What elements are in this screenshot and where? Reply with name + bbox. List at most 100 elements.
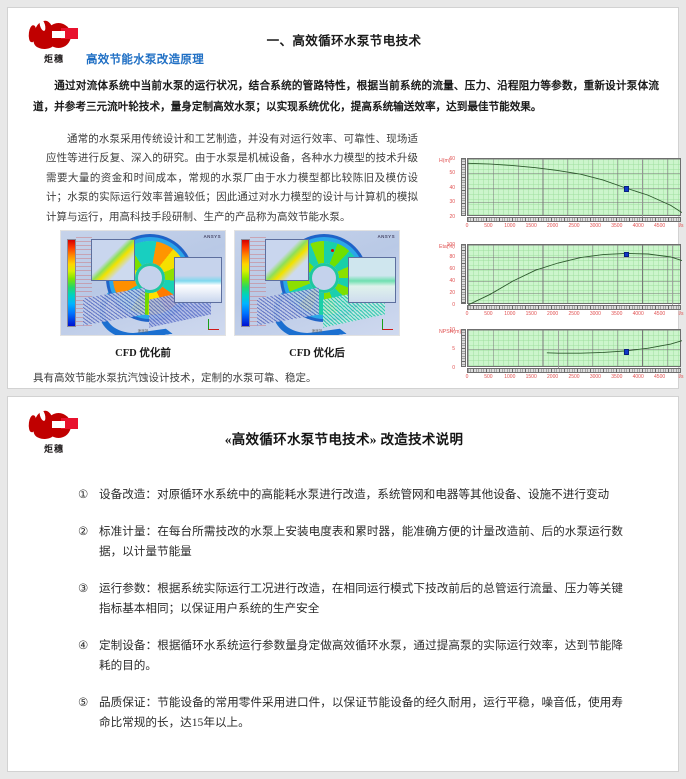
chart-x-tick: 3000 [589, 223, 601, 229]
list-item: ⑤ 品质保证：节能设备的常用零件采用进口件，以保证节能设备的经久耐用，运行平稳，噪… [78, 693, 623, 733]
chart-x-tick: 1000 [504, 374, 516, 380]
chart-y-tick: 10 [449, 326, 455, 333]
chart-npsh-curve: NPSH(m) 10 5 0 0 500 1000 1500 2000 2500 3000 3500 4… [439, 326, 684, 381]
logo-label: 炬穗 [43, 54, 64, 64]
chart-y-tick: 0 [452, 301, 455, 308]
list-item-marker: ⑤ [78, 695, 89, 709]
chart-x-tick: 4000 [632, 311, 644, 317]
chart-y-tick: 60 [449, 155, 455, 162]
chart-x-tick: 2500 [568, 223, 580, 229]
chart-x-tick: 500 [484, 374, 493, 380]
chart-x-tick: 1000 [504, 223, 516, 229]
chart-curve [546, 340, 682, 354]
chart-x-tick: l/s [678, 223, 684, 229]
chart-x-tick: 0 [465, 223, 469, 229]
bar-shape-icon [61, 418, 78, 429]
cfd-image-footer: 速度场 [137, 329, 149, 333]
chart-y-tick: 60 [449, 265, 455, 272]
retrofit-item-list: ① 设备改造：对原循环水系统中的高能耗水泵进行改造，系统管网和电器等其他设备、设施… [78, 485, 623, 749]
list-item-marker: ④ [78, 638, 89, 652]
chart-y-tick: 20 [449, 289, 455, 296]
chart-marker-line [672, 245, 674, 305]
ansys-watermark: ANSYS [203, 234, 221, 239]
list-item-marker: ② [78, 524, 89, 538]
chart-x-tick: l/s [678, 311, 684, 317]
cfd-caption-after: CFD 优化后 [289, 348, 345, 359]
chart-operating-point [623, 251, 630, 258]
chart-x-tick: 1500 [525, 374, 537, 380]
colorbar-icon [241, 239, 250, 327]
chart-x-tick: l/s [678, 374, 684, 380]
chart-x-tick: 0 [465, 374, 469, 380]
chart-y-tick: 80 [449, 253, 455, 260]
chart-major-grid [468, 330, 680, 366]
notch-shape-icon [52, 31, 65, 38]
chart-major-grid [468, 245, 680, 303]
bar-shape-icon [61, 28, 78, 39]
chart-x-tick: 1500 [525, 311, 537, 317]
chart-y-tick: 0 [452, 364, 455, 371]
company-logo: 炬穗 [26, 19, 82, 67]
list-item: ④ 定制设备：根据循环水系统运行参数量身定做高效循环水泵，通过提高泵的实际运行效率… [78, 636, 623, 676]
list-item-marker: ③ [78, 581, 89, 595]
chart-operating-point [623, 349, 630, 355]
chart-x-tick: 2000 [547, 223, 559, 229]
axis-triad-icon [382, 319, 393, 330]
chart-x-tick: 1500 [525, 223, 537, 229]
chart-curve [468, 252, 682, 305]
chart-x-tick: 3500 [611, 374, 623, 380]
list-item-text: 设备改造：对原循环水系统中的高能耗水泵进行改造，系统管网和电器等其他设备、设施不… [99, 488, 610, 501]
chart-x-tick: 3000 [589, 311, 601, 317]
chart-plot-area [467, 244, 682, 305]
chart-efficiency-curve: Eta(%) 100 80 60 40 20 0 0 500 1000 1500 2000 2500 30… [439, 241, 684, 318]
chart-head-curve: H(m) 60 50 40 30 20 0 500 1000 1500 2000 2500 3000 35… [439, 155, 684, 230]
chart-plot-area [467, 158, 682, 217]
chart-x-tick: 3500 [611, 223, 623, 229]
detail-inset-b [174, 257, 222, 303]
chart-y-axis-label: Eta(%) [439, 244, 455, 250]
list-item: ② 标准计量：在每台所需技改的水泵上安装电度表和累时器，能准确方便的计量改造前、后… [78, 522, 623, 562]
chart-x-tick: 1000 [504, 311, 516, 317]
cfd-image-footer: 速度场 [311, 329, 323, 333]
list-item-text: 定制设备：根据循环水系统运行参数量身定做高效循环水泵，通过提高泵的实际运行效率，… [99, 638, 623, 672]
body-paragraph: 通常的水泵采用传统设计和工艺制造，并没有对运行效率、可靠性、现场适应性等进行反复… [46, 134, 418, 223]
chart-box: Eta(%) 100 80 60 40 20 0 0 500 1000 1500 2000 2500 30… [439, 241, 684, 318]
chart-y-axis-bar [461, 244, 466, 304]
chart-box: NPSH(m) 10 5 0 0 500 1000 1500 2000 2500 3000 3500 4… [439, 326, 684, 381]
list-item: ① 设备改造：对原循环水系统中的高能耗水泵进行改造，系统管网和电器等其他设备、设施… [78, 485, 623, 505]
company-logo: 炬穗 [26, 409, 82, 457]
chart-y-tick: 30 [449, 199, 455, 205]
torch-flame-logo-icon [29, 409, 79, 441]
chart-x-tick: 2000 [547, 311, 559, 317]
chart-x-axis-bar [467, 368, 681, 373]
chart-marker-line [642, 159, 644, 217]
torch-flame-logo-icon [29, 19, 79, 51]
page-title: 一、高效循环水泵节电技术 [266, 34, 422, 48]
chart-y-tick: 40 [449, 184, 455, 191]
detail-inset-b [348, 257, 396, 303]
chart-x-tick: 0 [465, 311, 469, 317]
chart-y-tick: 20 [449, 213, 455, 220]
chart-operating-point [623, 186, 630, 192]
chart-x-tick: 3000 [589, 374, 601, 380]
chart-x-tick: 2000 [547, 374, 559, 380]
list-item-text: 标准计量：在每台所需技改的水泵上安装电度表和累时器，能准确方便的计量改造前、后的… [99, 524, 623, 558]
axis-triad-icon [208, 319, 219, 330]
chart-y-axis-label: NPSH(m) [439, 329, 462, 335]
chart-y-axis-bar [461, 329, 466, 367]
chart-x-tick: 2500 [568, 311, 580, 317]
ansys-watermark: ANSYS [377, 234, 395, 239]
list-item-text: 品质保证：节能设备的常用零件采用进口件，以保证节能设备的经久耐用，运行平稳，噪音… [99, 695, 623, 729]
chart-y-tick: 100 [446, 241, 455, 248]
chart-x-tick: 500 [484, 223, 493, 229]
chart-x-tick: 4000 [632, 374, 644, 380]
cfd-caption-before: CFD 优化前 [115, 348, 171, 359]
cfd-image-after: ANSYS 速度场 [234, 230, 400, 336]
chart-x-tick: 2500 [568, 374, 580, 380]
chart-x-tick: 3500 [611, 311, 623, 317]
chart-x-tick: 4500 [654, 311, 666, 317]
list-item: ③ 运行参数：根据系统实际运行工况进行改造，在相同运行模式下技改前后的总管运行流量… [78, 579, 623, 619]
cfd-figure-after: ANSYS 速度场 CFD 优化后 [234, 230, 400, 360]
colorbar-icon [67, 239, 76, 327]
